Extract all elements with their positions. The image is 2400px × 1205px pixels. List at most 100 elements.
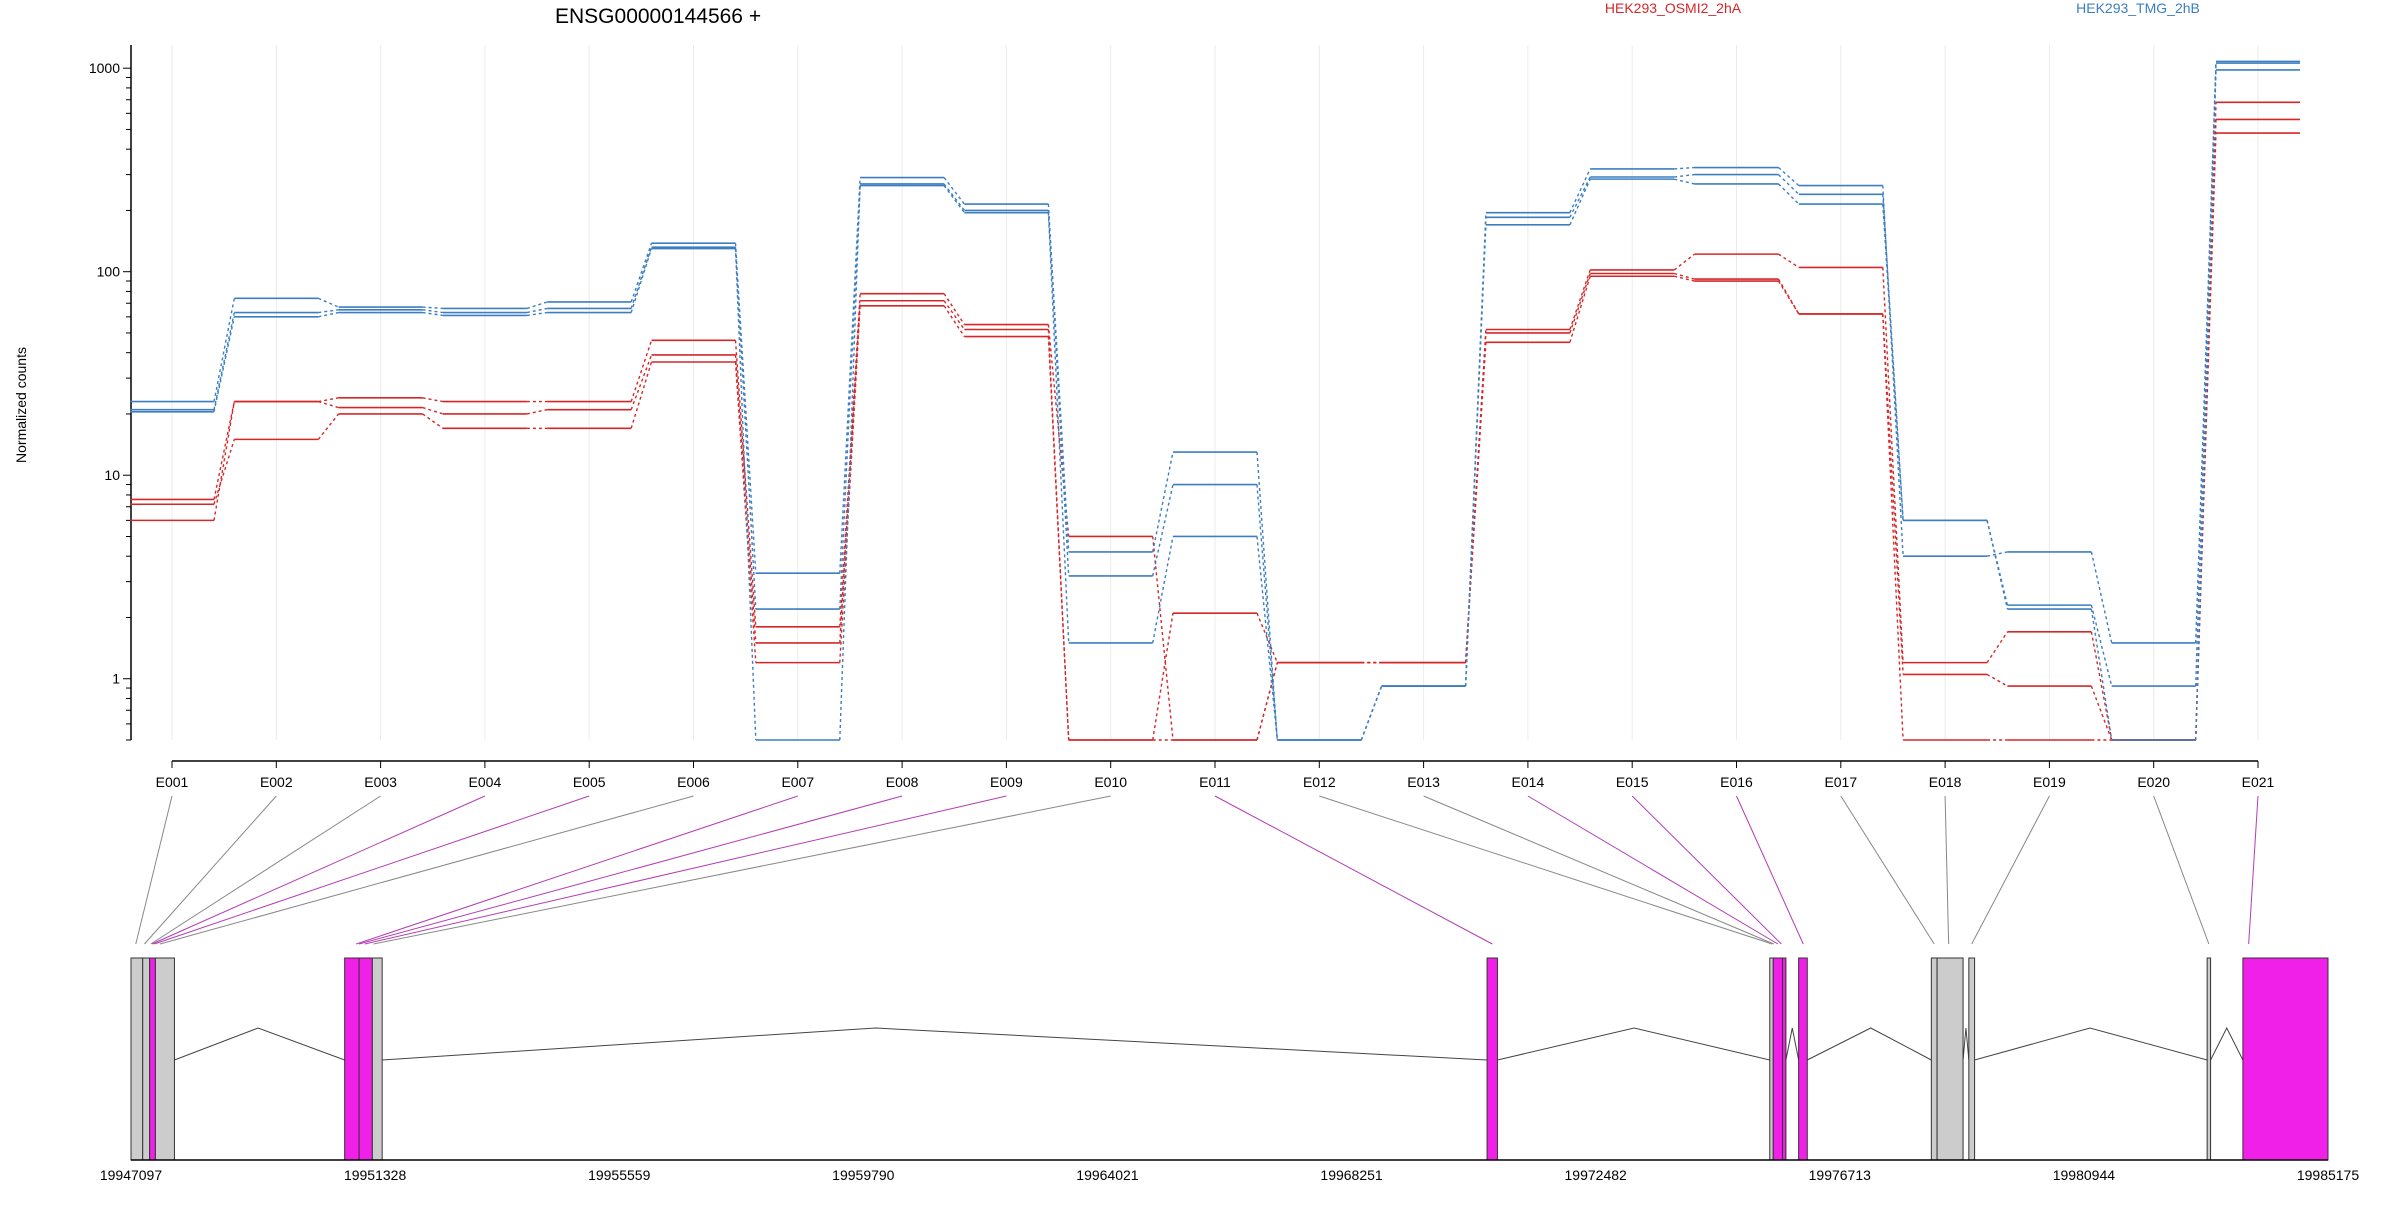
series-connector xyxy=(943,300,965,330)
gene-model xyxy=(130,957,2329,1161)
series-connector xyxy=(2195,69,2217,741)
intron xyxy=(174,1027,345,1061)
x-tick-label-e017: E017 xyxy=(1824,774,1857,790)
series-connector xyxy=(734,247,757,741)
genomic-tick-label: 19964021 xyxy=(1076,1167,1139,1183)
exon-connector xyxy=(1319,795,1773,945)
exon-connector xyxy=(358,795,903,945)
series-connector xyxy=(1152,484,1174,577)
x-tick-label-e006: E006 xyxy=(677,774,710,790)
series-connector xyxy=(630,243,653,303)
series-connector xyxy=(1569,269,1591,330)
x-tick-label-e010: E010 xyxy=(1094,774,1127,790)
exon-connector xyxy=(1527,795,1779,945)
intron xyxy=(1974,1027,2208,1061)
exon-connector xyxy=(373,795,1111,945)
series-connector xyxy=(1882,313,1904,741)
genomic-tick-label: 19968251 xyxy=(1320,1167,1383,1183)
x-tick-label-e008: E008 xyxy=(886,774,919,790)
legend-entry-tmg: HEK293_TMG_2hB xyxy=(2076,0,2200,16)
series-connector xyxy=(943,293,965,325)
genomic-tick-label: 19947097 xyxy=(100,1167,163,1183)
series-connector xyxy=(630,246,653,309)
series-connector xyxy=(1986,631,2008,664)
intron xyxy=(2210,1026,2244,1061)
series-connector xyxy=(1256,612,1278,663)
series-connector xyxy=(734,361,757,663)
series-connector xyxy=(1360,685,1383,741)
series-connector xyxy=(1047,204,1070,552)
series-connector xyxy=(1882,194,1904,521)
series-connector xyxy=(422,311,443,317)
series-connector xyxy=(1464,212,1487,687)
series-connector xyxy=(1256,484,1278,741)
exon-untested xyxy=(1930,957,1938,1161)
series-connector xyxy=(526,301,548,310)
series-connector xyxy=(213,401,235,521)
series-connector xyxy=(839,177,861,574)
x-axis: E001 E002 E003 E004 E005 E006 E007 E008 E009 E010… xyxy=(156,760,2275,790)
series-connector xyxy=(213,401,235,500)
series-connector xyxy=(1986,551,2008,557)
series-connector xyxy=(943,305,965,337)
x-tick-label-e012: E012 xyxy=(1303,774,1336,790)
intron xyxy=(1807,1027,1932,1061)
series-connector xyxy=(1152,536,1174,644)
exon-untested xyxy=(371,957,383,1161)
series-connector xyxy=(422,406,444,415)
series-connector xyxy=(318,400,339,409)
series-connector xyxy=(422,413,444,429)
series-connector xyxy=(1882,185,1904,557)
exon-connector xyxy=(1214,795,1493,945)
exon-tested xyxy=(358,957,373,1161)
series-connector xyxy=(526,311,548,317)
exon-untested xyxy=(142,957,151,1161)
series-connector xyxy=(1256,536,1278,741)
series-connector xyxy=(213,312,235,410)
series-connector xyxy=(526,408,548,415)
exon-connector xyxy=(150,795,381,945)
y-tick-label: 1000 xyxy=(89,60,120,76)
series-connector xyxy=(213,439,235,505)
genomic-tick-label: 19951328 xyxy=(344,1167,407,1183)
series-connector xyxy=(943,185,965,214)
series-connector xyxy=(2090,685,2113,741)
exon-tested xyxy=(1798,957,1808,1161)
exon-connector xyxy=(159,795,694,945)
exon-untested xyxy=(1769,957,1774,1161)
intron xyxy=(1785,1027,1800,1061)
chart-title: ENSG00000144566 + xyxy=(555,5,761,28)
series-connector xyxy=(1256,662,1278,741)
legend-entry-osmi2: HEK293_OSMI2_2hA xyxy=(1605,0,1742,16)
x-tick-label-e014: E014 xyxy=(1512,774,1545,790)
x-tick-label-e021: E021 xyxy=(2242,774,2275,790)
series-connector xyxy=(839,293,861,627)
series-connector xyxy=(839,300,861,643)
exon-tested xyxy=(344,957,360,1161)
series-connector xyxy=(213,316,235,412)
exon-untested xyxy=(1968,957,1976,1161)
exon-connector xyxy=(1840,795,1935,945)
series-connector xyxy=(1569,276,1591,343)
x-tick-label-e011: E011 xyxy=(1199,774,1231,790)
series-connector xyxy=(2195,61,2217,643)
series-connector xyxy=(318,297,339,308)
exon-connector xyxy=(151,795,486,945)
series-connector xyxy=(1047,329,1070,741)
series-connector xyxy=(1569,178,1591,226)
intron xyxy=(382,1027,1488,1061)
series-connector xyxy=(1777,278,1800,315)
exon-connector xyxy=(364,795,1007,945)
series-connector xyxy=(1778,167,1800,187)
series-connector xyxy=(1778,183,1800,205)
series-connector xyxy=(318,309,339,314)
series-connector xyxy=(318,397,339,403)
series-connector xyxy=(1986,520,2009,606)
series-line xyxy=(130,60,2300,741)
series-connector xyxy=(2195,119,2217,741)
series-connector xyxy=(839,183,861,741)
series-connector xyxy=(1569,176,1591,218)
series-connector xyxy=(2090,608,2113,741)
series-connector xyxy=(1674,178,1695,185)
